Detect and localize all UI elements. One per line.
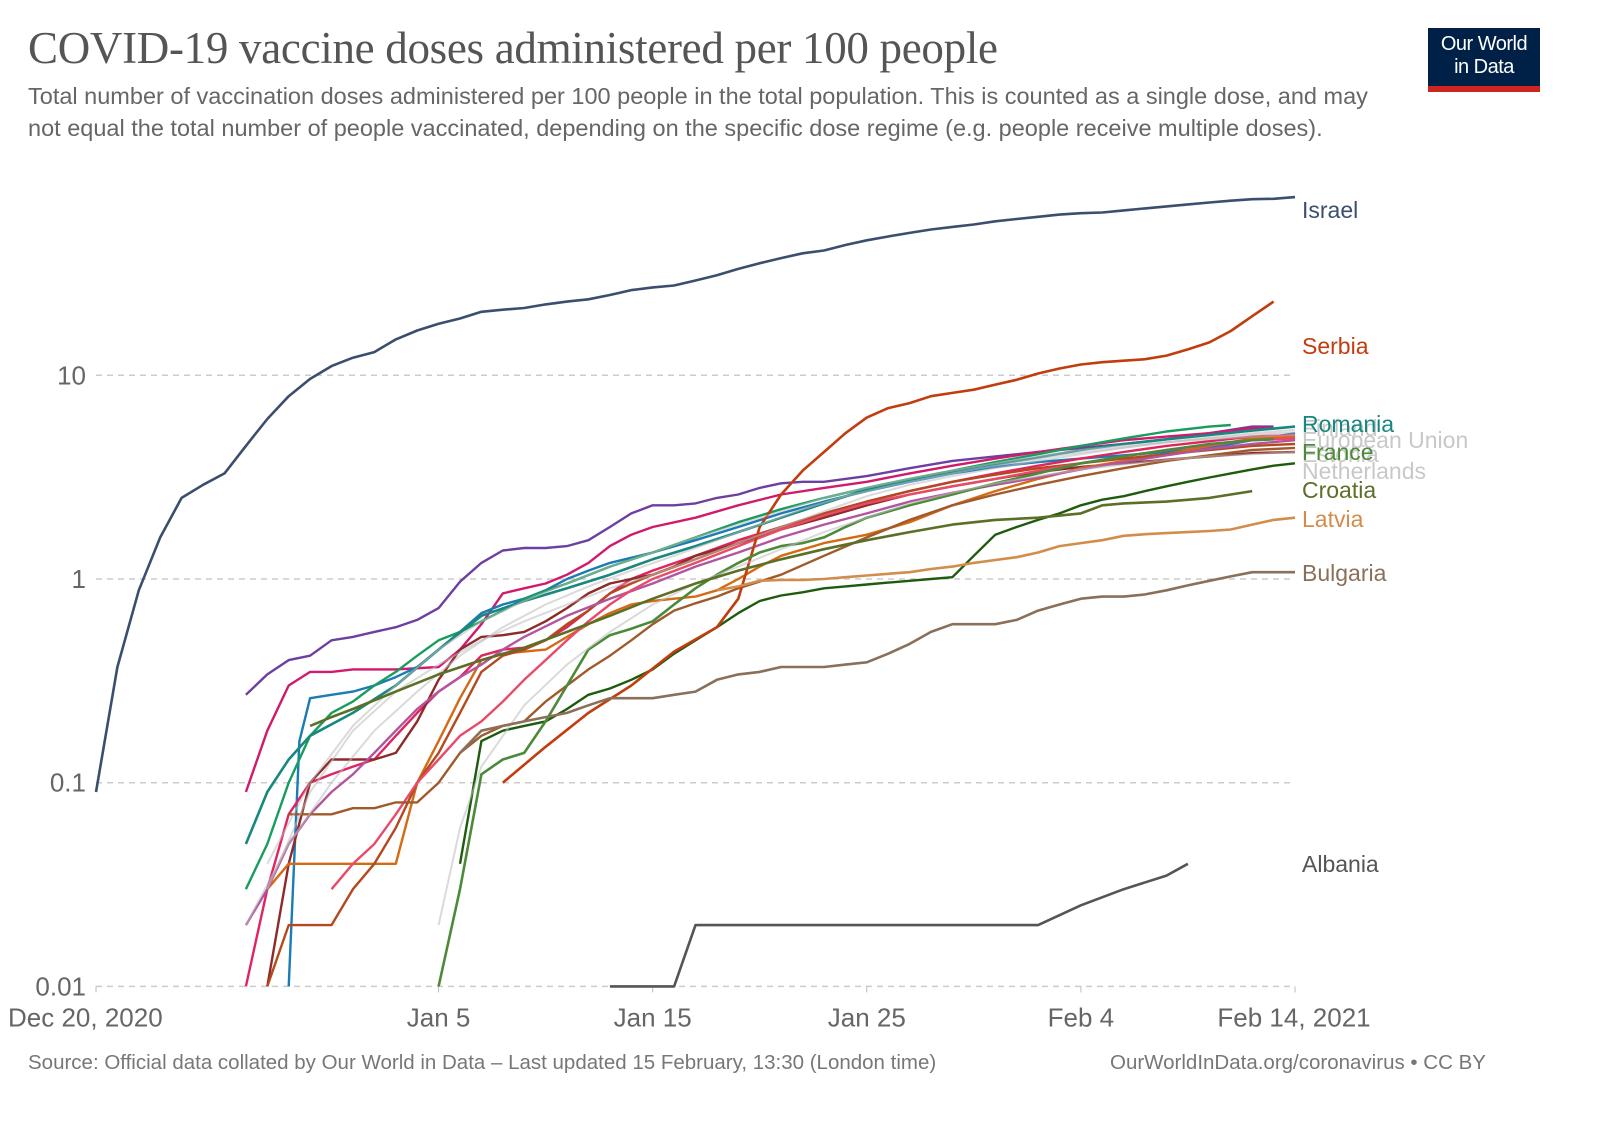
series-label-albania[interactable]: Albania — [1302, 851, 1379, 877]
series-line-netherlands[interactable] — [437, 451, 1296, 926]
series-label-serbia[interactable]: Serbia — [1302, 333, 1369, 359]
series-label-estonia[interactable]: Estonia — [1302, 441, 1379, 467]
series-line-unlabeled[interactable] — [266, 435, 1296, 890]
series-line-european-union[interactable] — [245, 431, 1296, 926]
y-tick-label: 0.01 — [35, 971, 86, 1001]
series-label-bulgaria[interactable]: Bulgaria — [1302, 560, 1387, 586]
series-line-finland[interactable] — [266, 428, 1296, 890]
series-line-unlabeled[interactable] — [287, 432, 1296, 987]
source-note: Source: Official data collated by Our Wo… — [28, 1051, 937, 1074]
owid-logo[interactable]: Our World in Data — [1428, 28, 1540, 92]
credit-link[interactable]: OurWorldInData.org/coronavirus • CC BY — [1110, 1051, 1486, 1074]
series-label-croatia[interactable]: Croatia — [1302, 477, 1376, 503]
chart-title: COVID-19 vaccine doses administered per … — [28, 23, 998, 73]
series-line-unlabeled[interactable] — [244, 427, 1274, 793]
series-line-unlabeled[interactable] — [266, 442, 1296, 987]
series-label-latvia[interactable]: Latvia — [1302, 506, 1364, 532]
logo-accent-bar — [1428, 86, 1540, 92]
y-tick-label: 1 — [72, 564, 86, 594]
series-line-croatia[interactable] — [309, 489, 1253, 728]
x-tick-label: Jan 25 — [828, 1002, 906, 1032]
series-line-unlabeled[interactable] — [245, 425, 1274, 696]
series-line-france[interactable] — [437, 438, 1274, 987]
x-tick-label: Feb 4 — [1048, 1002, 1115, 1032]
x-tick-label: Dec 20, 2020 — [8, 1002, 163, 1032]
x-tick-label: Jan 5 — [407, 1002, 471, 1032]
series-lines — [94, 195, 1296, 988]
gridlines — [96, 374, 1295, 988]
series-label-france[interactable]: France — [1302, 439, 1374, 465]
series-line-estonia[interactable] — [266, 433, 1296, 865]
series-label-israel[interactable]: Israel — [1302, 197, 1358, 223]
x-tick-label: Jan 15 — [614, 1002, 692, 1032]
logo-line-1: Our World — [1440, 33, 1528, 55]
x-tick-label: Feb 14, 2021 — [1217, 1002, 1370, 1032]
series-line-romania[interactable] — [244, 425, 1296, 845]
series-line-latvia[interactable] — [716, 516, 1296, 592]
y-tick-label: 10 — [57, 360, 86, 390]
series-line-unlabeled[interactable] — [288, 446, 1296, 816]
series-line-serbia[interactable] — [501, 300, 1275, 784]
series-line-albania[interactable] — [609, 862, 1189, 988]
y-tick-label: 0.1 — [50, 768, 86, 798]
series-label-finland[interactable]: Finland — [1302, 415, 1377, 441]
series-line-unlabeled[interactable] — [266, 450, 1296, 987]
series-line-unlabeled[interactable] — [458, 462, 1296, 865]
series-line-israel[interactable] — [94, 195, 1296, 793]
series-label-romania[interactable]: Romania — [1302, 411, 1394, 437]
series-label-european-union[interactable]: European Union — [1302, 427, 1468, 453]
y-axis: 0.01 0.1 1 10 — [35, 360, 86, 1001]
series-line-bulgaria[interactable] — [459, 570, 1295, 754]
footer: Source: Official data collated by Our Wo… — [28, 1051, 1486, 1075]
series-label-netherlands[interactable]: Netherlands — [1302, 458, 1426, 484]
logo-line-2: in Data — [1454, 56, 1514, 78]
x-axis: Dec 20, 2020 Jan 5 Jan 15 Jan 25 Feb 4 Feb 14… — [8, 986, 1371, 1032]
chart-subtitle: Total number of vaccination doses admini… — [28, 83, 1368, 141]
